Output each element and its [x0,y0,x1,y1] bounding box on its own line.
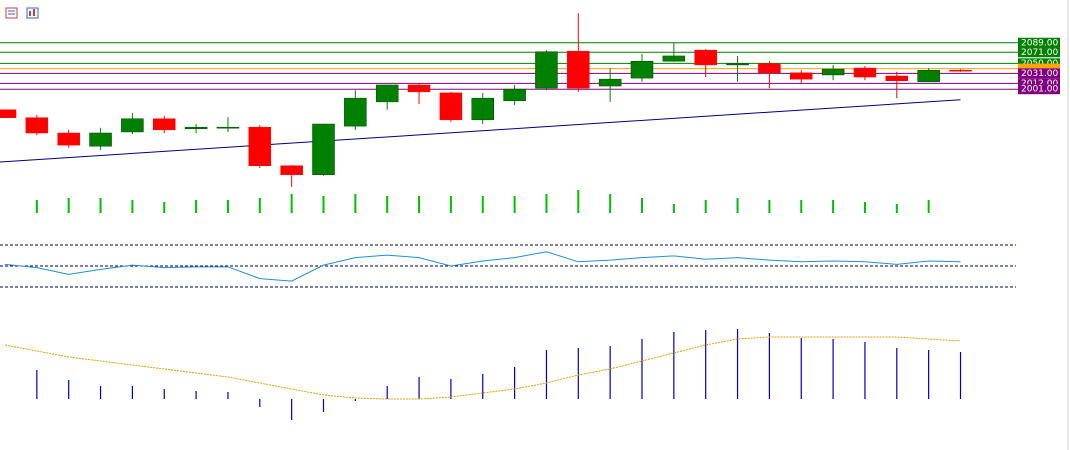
icon[interactable] [5,7,18,19]
candle-body [25,117,49,134]
candle-body [598,78,622,87]
candle-body [567,50,590,89]
candle-body [375,84,399,103]
candle-body [853,67,877,78]
candle-body [885,75,909,81]
candle-body [280,165,303,175]
level-label-box [1018,68,1060,79]
toolbar-icons [5,7,39,19]
level-label-box [1018,37,1060,48]
candle-body [726,63,749,66]
level-label: 2012.00 [1021,79,1058,89]
candle-body [535,51,558,89]
candle-body [344,97,367,127]
candle-body [121,118,144,133]
candle-body [694,49,717,66]
candle-body [89,132,112,147]
trend-line [0,99,961,163]
candle-body [662,55,686,62]
oscillator-line [4,251,961,282]
candle-body [57,132,80,146]
icon[interactable] [26,7,39,19]
level-label-box [1018,47,1060,58]
candle-body [0,109,17,118]
candle-body [917,69,940,83]
candle-body [407,84,431,93]
candle-body [821,68,845,76]
level-label-box [1018,84,1060,95]
candle-body [758,63,781,74]
candle-body [216,126,240,129]
candle-body [312,123,335,175]
level-label-box [1018,58,1060,69]
level-label: 2031.00 [1021,69,1058,79]
level-label-box [1018,78,1060,89]
candle-body [949,69,972,72]
level-label: 2089.00 [1021,38,1058,48]
candle-body [503,88,526,102]
candle-body [248,126,272,166]
candle-body [184,126,208,130]
candle-body [790,72,813,80]
level-label: 2001.00 [1021,85,1058,95]
candle-body [471,97,494,121]
candle-body [439,92,463,121]
candle-body [630,60,654,79]
candle-body [153,118,176,131]
level-label: 2071.00 [1021,48,1058,58]
